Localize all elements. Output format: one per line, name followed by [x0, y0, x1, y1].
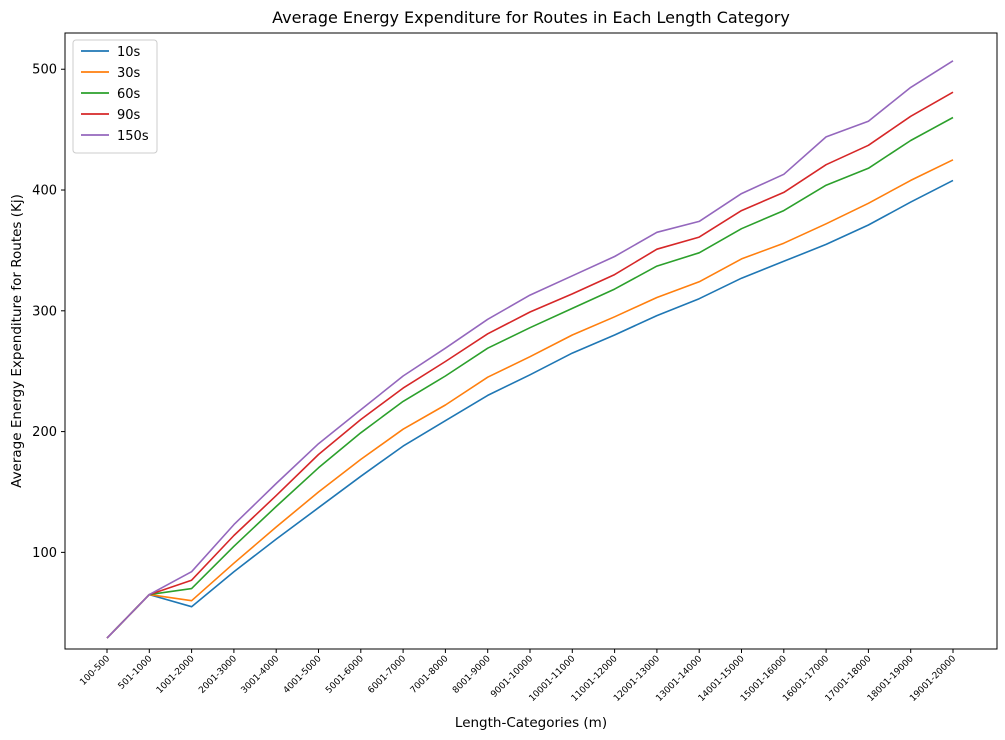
- x-axis: 100-500 501-1000 1001-2000 2001-3000 3001-40…: [78, 649, 958, 704]
- x-tick-label: 7001-8000: [409, 654, 451, 696]
- y-tick-label: 200: [32, 425, 57, 440]
- chart-title: Average Energy Expenditure for Routes in…: [272, 8, 790, 27]
- y-tick-label: 500: [32, 63, 57, 78]
- y-tick-label: 400: [32, 184, 57, 199]
- legend-label: 30s: [117, 66, 141, 81]
- y-tick-label: 300: [32, 304, 57, 319]
- legend: 10s 30s 60s 90s 150s: [72, 39, 158, 154]
- x-tick-label: 8001-9000: [451, 654, 493, 696]
- y-axis: 100 200 300 400 500: [32, 63, 65, 561]
- x-tick-label: 2001-3000: [197, 654, 239, 696]
- x-tick-label: 100-500: [78, 654, 112, 688]
- x-tick-label: 4001-5000: [282, 654, 324, 696]
- legend-box: [72, 39, 158, 154]
- x-tick-label: 501-1000: [117, 654, 155, 692]
- x-tick-label: 1001-2000: [155, 654, 197, 696]
- legend-label: 10s: [117, 45, 141, 60]
- y-axis-label: Average Energy Expenditure for Routes (K…: [9, 194, 25, 488]
- x-tick-label: 6001-7000: [366, 654, 408, 696]
- series-line-30s: [106, 159, 954, 639]
- x-tick-label: 19001-20000: [908, 654, 958, 704]
- legend-label: 150s: [117, 129, 149, 144]
- plot-area: [106, 60, 954, 639]
- series-line-90s: [106, 91, 954, 639]
- series-line-150s: [106, 60, 954, 639]
- y-tick-label: 100: [32, 546, 57, 561]
- series-line-60s: [106, 116, 954, 639]
- x-tick-label: 5001-6000: [324, 654, 366, 696]
- x-axis-label: Length-Categories (m): [455, 715, 607, 731]
- series-line-10s: [106, 179, 954, 639]
- plot-frame: [64, 32, 998, 650]
- legend-label: 60s: [117, 87, 141, 102]
- legend-label: 90s: [117, 108, 141, 123]
- x-tick-label: 9001-10000: [489, 654, 535, 700]
- x-tick-label: 3001-4000: [240, 654, 282, 696]
